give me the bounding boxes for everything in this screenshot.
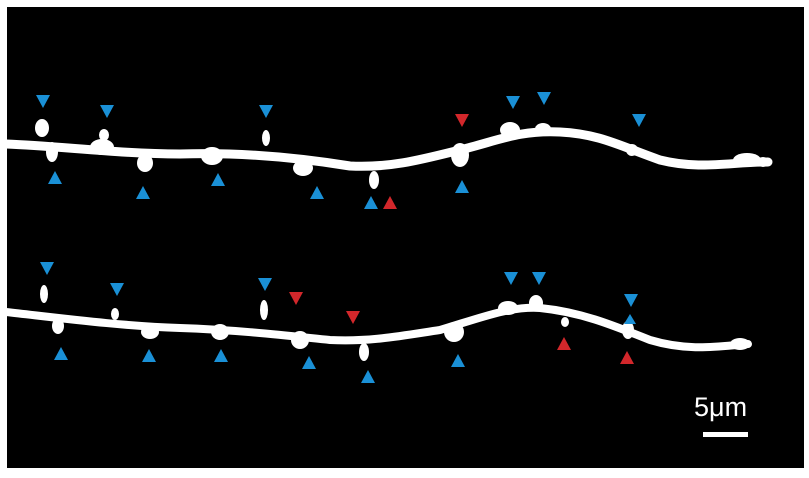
- blue-arrowhead-marker: [364, 196, 378, 209]
- blue-arrowhead-marker: [48, 171, 62, 184]
- blue-arrowhead-marker: [258, 278, 272, 291]
- blue-arrowhead-marker: [451, 354, 465, 367]
- dendrite-top: [1, 119, 773, 189]
- blue-arrowhead-marker: [110, 283, 124, 296]
- dendrite-bottom: [2, 285, 752, 361]
- blue-arrowhead-marker: [504, 272, 518, 285]
- dendrite-bottom-shaft: [2, 303, 752, 352]
- blue-arrowhead-marker: [532, 272, 546, 285]
- red-arrowhead-marker: [289, 292, 303, 305]
- scale-bar-label: 5μm: [694, 392, 748, 422]
- red-arrowhead-marker: [557, 337, 571, 350]
- blue-arrowhead-marker: [54, 347, 68, 360]
- dendrite-top-spines: [35, 119, 769, 189]
- image-background: [7, 7, 804, 468]
- blue-arrowhead-marker: [632, 114, 646, 127]
- scale-bar: [703, 432, 748, 437]
- blue-arrowhead-marker: [214, 349, 228, 362]
- blue-arrowhead-marker: [624, 314, 636, 324]
- blue-arrowhead-marker: [40, 262, 54, 275]
- blue-arrowhead-marker: [537, 92, 551, 105]
- blue-arrowhead-marker: [310, 186, 324, 199]
- red-arrowhead-marker: [620, 351, 634, 364]
- blue-arrowhead-marker: [455, 180, 469, 193]
- red-arrowhead-marker: [455, 114, 469, 127]
- blue-arrowhead-marker: [100, 105, 114, 118]
- blue-arrowhead-marker: [506, 96, 520, 109]
- blue-arrowhead-marker: [259, 105, 273, 118]
- blue-arrowhead-marker: [211, 173, 225, 186]
- red-arrowhead-marker: [346, 311, 360, 324]
- dendrite-bottom-spines: [40, 285, 750, 361]
- blue-arrowhead-marker: [36, 95, 50, 108]
- blue-arrowhead-marker: [142, 349, 156, 362]
- spine-markers: [36, 92, 646, 383]
- red-arrowhead-marker: [383, 196, 397, 209]
- dendrite-top-shaft: [1, 127, 773, 171]
- blue-arrowhead-marker: [361, 370, 375, 383]
- blue-arrowhead-marker: [624, 294, 638, 307]
- blue-arrowhead-marker: [136, 186, 150, 199]
- blue-arrowhead-marker: [302, 356, 316, 369]
